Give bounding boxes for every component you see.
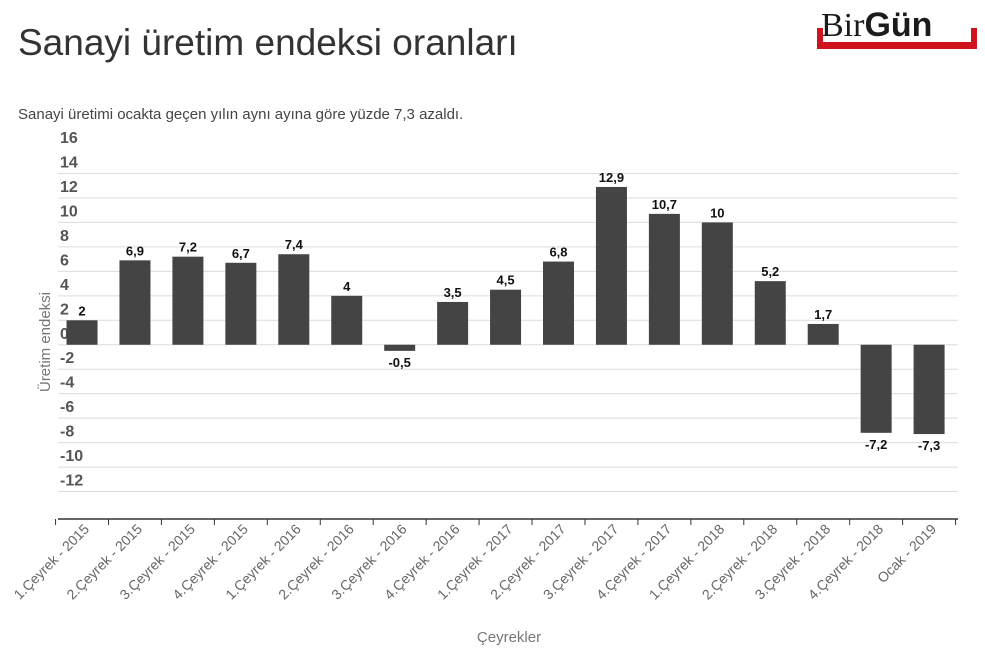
bar [701, 222, 733, 345]
y-tick-label: 2 [60, 301, 69, 318]
bar-value-label: 1,7 [814, 307, 832, 322]
y-tick-label: 4 [60, 277, 69, 294]
y-tick-label: 8 [60, 228, 69, 245]
y-tick-label: -10 [60, 448, 83, 465]
chart-grid [58, 173, 958, 493]
bar-value-label: 12,9 [599, 170, 624, 185]
logo-bracket-right [971, 28, 977, 48]
y-axis-label: Üretim endeksi [36, 292, 54, 392]
logo-wordmark: BirGün [821, 6, 932, 45]
y-tick-label: -2 [60, 350, 74, 367]
logo-part-bir: Bir [821, 7, 865, 44]
bar [648, 213, 680, 345]
bar-value-label: 6,8 [549, 245, 567, 260]
bar-value-label: 4 [343, 279, 351, 294]
bar [490, 289, 522, 345]
bar [913, 344, 945, 435]
y-tick-label: -4 [60, 375, 74, 392]
bar-value-label: 7,2 [179, 240, 197, 255]
bar-value-label: 4,5 [497, 273, 515, 288]
bar [119, 260, 151, 345]
bar [860, 344, 892, 433]
bar-value-label: -7,2 [865, 437, 887, 452]
bar-value-label: 2 [78, 303, 85, 318]
x-axis-label: Çeyrekler [477, 629, 541, 646]
y-tick-label: 12 [60, 179, 78, 196]
bar [543, 261, 574, 345]
bar-value-label: 7,4 [285, 237, 304, 252]
x-axis [55, 518, 958, 525]
y-tick-label: -6 [60, 399, 74, 416]
y-tick-label: 6 [60, 252, 69, 269]
y-tick-label: 14 [60, 155, 78, 172]
bar [754, 281, 786, 345]
bar [66, 320, 98, 345]
bar [595, 186, 627, 345]
bar [172, 256, 204, 345]
y-tick-label: 16 [60, 130, 78, 147]
bar-value-label: -0,5 [388, 355, 410, 370]
logo-part-gun: Gün [864, 6, 933, 44]
y-tick-label: -12 [60, 473, 83, 490]
birgun-logo: BirGün [817, 6, 977, 49]
bar-value-label: 5,2 [761, 264, 779, 279]
y-tick-label: -8 [60, 424, 74, 441]
bar [384, 344, 416, 351]
bar-value-label: 3,5 [444, 285, 462, 300]
chart-bars [66, 186, 945, 435]
y-tick-label: 0 [60, 326, 69, 343]
bar-value-label: 10 [710, 205, 724, 220]
bar-value-label: 6,7 [232, 246, 250, 261]
page-title: Sanayi üretim endeksi oranları [18, 22, 518, 63]
bar [331, 295, 363, 345]
y-tick-label: 10 [60, 203, 78, 220]
page-subtitle: Sanayi üretimi ocakta geçen yılın aynı a… [18, 106, 464, 123]
bar-value-label: 6,9 [126, 243, 144, 258]
bar-value-labels: 2 6,9 7,2 6,7 7,4 4 -0,5 3,5 4,5 6,8 12,9 10,7 10 5,2… [78, 170, 940, 453]
bar [278, 254, 310, 345]
bar-value-label: -7,3 [918, 438, 940, 453]
bar [437, 301, 469, 345]
bar [807, 323, 839, 345]
bar [225, 262, 257, 345]
logo-underline [817, 42, 977, 49]
logo-bracket-left [817, 28, 823, 48]
bar-value-label: 10,7 [652, 197, 677, 212]
